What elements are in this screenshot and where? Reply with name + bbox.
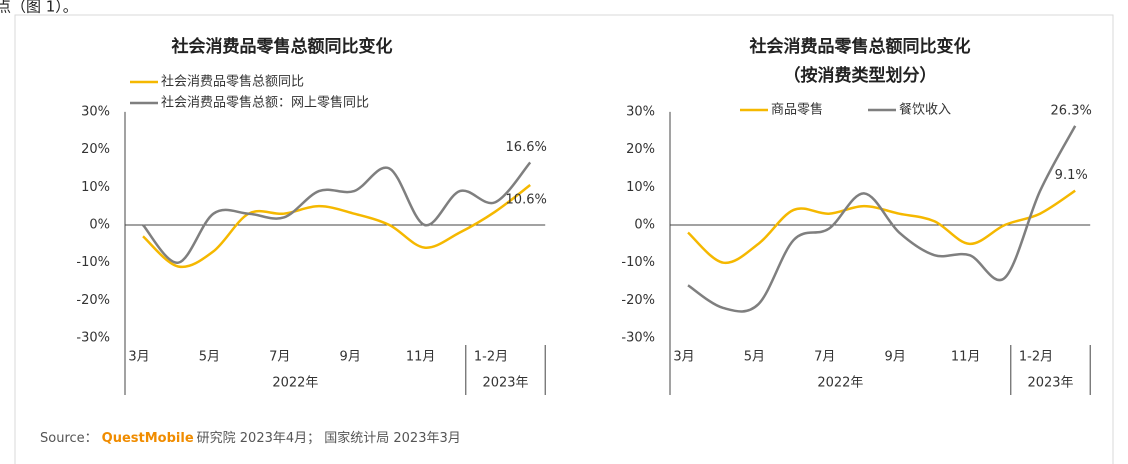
x-group-label: 2022年: [272, 376, 318, 391]
x-tick-label: 1-2月: [1019, 350, 1053, 365]
source-brand: QuestMobile: [102, 431, 194, 446]
x-group-label: 2023年: [482, 376, 528, 391]
x-tick-label: 9月: [340, 350, 361, 365]
x-tick-label: 11月: [951, 350, 981, 365]
x-tick-label: 3月: [128, 350, 149, 365]
x-tick-label: 7月: [269, 350, 290, 365]
y-tick-label: -30%: [621, 331, 655, 346]
y-tick-label: 10%: [81, 180, 110, 195]
legend-label: 社会消费品零售总额同比: [161, 74, 304, 90]
y-tick-label: 30%: [81, 104, 110, 119]
x-tick-label: 1-2月: [474, 350, 508, 365]
legend-label: 商品零售: [771, 102, 823, 118]
series-line: [142, 161, 532, 264]
chart-title: 社会消费品零售总额同比变化: [749, 36, 971, 57]
y-tick-label: 10%: [626, 180, 655, 195]
y-tick-label: -10%: [76, 255, 110, 270]
y-tick-label: 0%: [89, 218, 110, 233]
x-group-label: 2022年: [817, 376, 863, 391]
y-tick-label: -20%: [621, 293, 655, 308]
y-tick-label: 30%: [626, 104, 655, 119]
header-text: 点（图 1）。: [0, 0, 78, 16]
x-tick-label: 5月: [199, 350, 220, 365]
series-line: [142, 184, 531, 269]
x-tick-label: 11月: [406, 350, 436, 365]
legend-label: 社会消费品零售总额：网上零售同比: [161, 95, 369, 111]
data-label: 16.6%: [506, 140, 547, 155]
x-group-label: 2023年: [1027, 376, 1073, 391]
chart-subtitle: （按消费类型划分）: [784, 65, 937, 86]
y-tick-label: 20%: [626, 142, 655, 157]
source-text: 研究院 2023年4月； 国家统计局 2023年3月: [197, 430, 461, 446]
chart-title: 社会消费品零售总额同比变化: [171, 36, 393, 57]
y-tick-label: -30%: [76, 331, 110, 346]
source: Source： QuestMobile 研究院 2023年4月； 国家统计局 202…: [40, 430, 461, 446]
data-label: 9.1%: [1055, 168, 1088, 183]
source-prefix: Source：: [40, 431, 98, 446]
series-line: [687, 125, 1077, 313]
x-tick-label: 5月: [744, 350, 765, 365]
y-tick-label: -10%: [621, 255, 655, 270]
frame: [14, 14, 1114, 464]
y-tick-label: -20%: [76, 293, 110, 308]
x-tick-label: 9月: [885, 350, 906, 365]
x-tick-label: 3月: [673, 350, 694, 365]
legend-label: 餐饮收入: [899, 102, 951, 118]
data-label: 10.6%: [506, 193, 547, 208]
x-tick-label: 7月: [814, 350, 835, 365]
y-tick-label: 0%: [634, 218, 655, 233]
data-label: 26.3%: [1051, 103, 1092, 118]
y-tick-label: 20%: [81, 142, 110, 157]
